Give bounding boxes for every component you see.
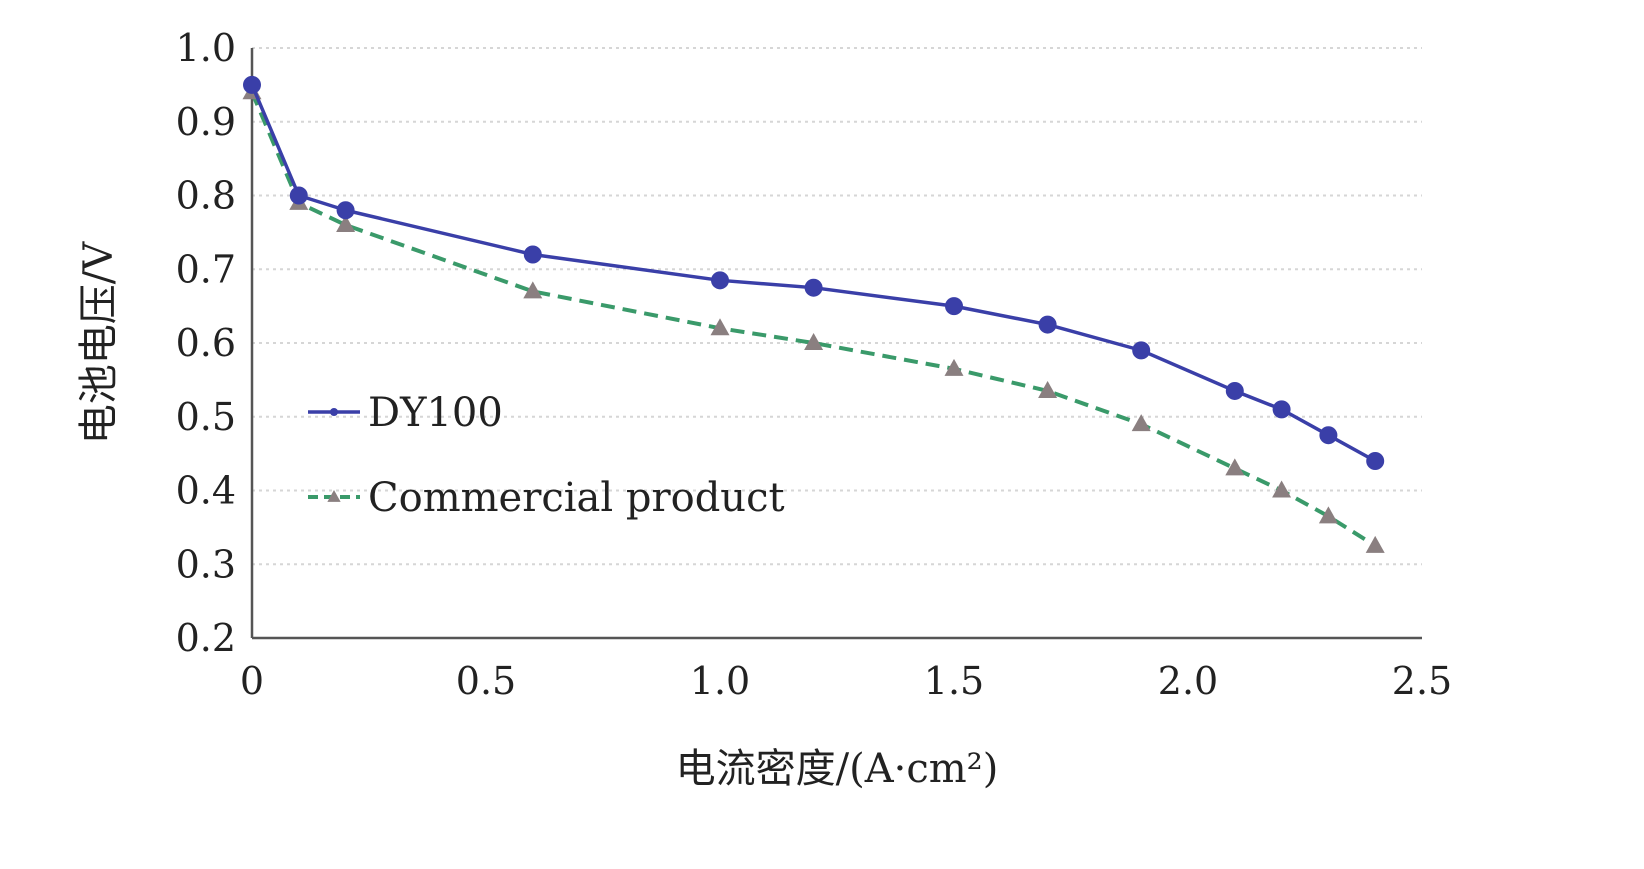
data-point [710,318,730,336]
y-tick-label: 0.9 [176,100,236,144]
y-axis-title: 电池电压/V [76,241,122,444]
x-tick-labels: 0 0.5 1.0 1.5 2.0 2.5 [240,659,1452,703]
data-point [1272,400,1291,419]
data-point [243,75,261,94]
y-tick-label: 0.7 [176,247,236,291]
x-tick-label: 0.5 [456,659,516,703]
series [242,75,1385,553]
data-point [1225,381,1244,400]
x-tick-label: 1.5 [924,659,984,703]
data-point [1132,341,1151,360]
series-dy100 [243,75,1385,470]
data-point [1318,506,1338,524]
data-point [1225,458,1245,476]
data-point [289,186,308,205]
data-point [1319,426,1338,445]
x-tick-label: 1.0 [690,659,750,703]
data-point [945,297,963,316]
grid [252,47,1422,566]
data-point [1038,380,1058,398]
legend-item: Commercial product [308,475,785,521]
data-point [804,278,823,297]
x-tick-label: 2.5 [1392,659,1452,703]
data-point [1272,480,1292,498]
legend: DY100 Commercial product [308,390,785,521]
data-point [1365,535,1385,553]
y-tick-label: 1.0 [176,26,236,70]
x-tick-label: 0 [240,659,264,703]
legend-item: DY100 [308,390,503,436]
data-point [523,281,543,299]
data-point [1131,414,1151,432]
data-point [336,201,355,220]
y-tick-label: 0.2 [176,616,236,660]
y-tick-label: 0.8 [176,174,236,218]
y-tick-label: 0.4 [176,469,236,513]
x-axis-title: 电流密度/(A·cm²) [676,746,999,792]
series-commercial-product [242,82,1385,553]
x-tick-label: 2.0 [1158,659,1218,703]
data-point [711,271,729,290]
data-point [804,333,824,350]
legend-swatch-marker [327,490,341,502]
data-point [1366,452,1385,470]
legend-label: DY100 [368,390,503,436]
y-tick-label: 0.3 [176,542,236,586]
legend-label: Commercial product [368,475,785,521]
data-point [336,215,356,232]
y-tick-label: 0.6 [176,321,236,365]
data-point [523,245,542,264]
data-point [944,358,964,376]
y-tick-label: 0.5 [176,395,236,439]
y-tick-labels: 1.0 0.9 0.8 0.7 0.6 0.5 0.4 0.3 0.2 [176,26,236,660]
legend-swatch-marker [330,408,338,416]
axes [250,48,1422,640]
data-point [1038,315,1057,334]
